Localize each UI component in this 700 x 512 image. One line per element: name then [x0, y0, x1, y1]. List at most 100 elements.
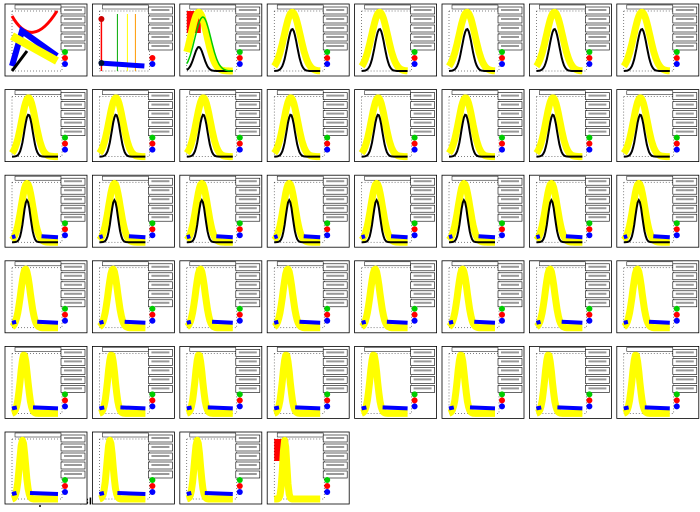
stats-line [501, 283, 519, 286]
legend-marker [324, 226, 331, 233]
legend-marker [236, 397, 243, 404]
stats-line [501, 27, 519, 29]
stats-line [238, 446, 257, 448]
panel [354, 3, 438, 77]
panel [266, 89, 350, 162]
legend-marker [149, 477, 156, 483]
stats-line [413, 27, 432, 29]
legend-marker [149, 489, 156, 495]
stats-line [64, 18, 82, 20]
stats-line [238, 387, 257, 390]
stats-line [675, 18, 694, 20]
legend-marker [324, 489, 331, 495]
stats-line [238, 45, 257, 47]
legend-marker [324, 61, 331, 67]
stats-line [326, 369, 345, 372]
legend-marker [149, 311, 156, 318]
stats-line [151, 369, 170, 372]
legend-marker [586, 391, 593, 398]
stats-line [326, 274, 345, 277]
stats-line [326, 198, 345, 201]
legend-marker [236, 226, 243, 233]
stats-line [501, 189, 519, 192]
stats-line [326, 292, 345, 295]
legend-marker [236, 477, 243, 483]
blue-band [361, 319, 408, 325]
title-box [14, 175, 62, 181]
legend-marker [499, 232, 505, 239]
stats-line [675, 189, 694, 192]
blue-band [186, 491, 233, 496]
stats-line [675, 27, 694, 29]
legend-marker [499, 311, 505, 318]
stats-line [413, 94, 432, 97]
legend-marker [62, 220, 68, 227]
stats-line [64, 360, 82, 363]
stats-line [151, 130, 170, 133]
stats-line [675, 94, 694, 97]
yellow-peak [184, 265, 236, 332]
yellow-peak [9, 351, 61, 417]
legend-marker [586, 403, 593, 410]
legend-marker [149, 305, 156, 312]
yellow-peak [446, 8, 498, 75]
stats-line [151, 292, 170, 295]
legend-marker [62, 311, 68, 318]
stats-line [413, 351, 432, 354]
stats-line [501, 45, 519, 47]
yellow-peak [9, 436, 61, 503]
stats-line [64, 437, 82, 439]
black-peak [536, 27, 583, 72]
stats-line [151, 455, 170, 457]
black-peak [536, 198, 583, 244]
black-peak [274, 27, 321, 72]
legend-marker [62, 483, 68, 489]
black-peak [536, 113, 583, 158]
legend-marker [236, 49, 243, 55]
stats-line [64, 103, 82, 106]
black-peak [12, 198, 58, 244]
black-peak [274, 113, 321, 158]
blue-band [98, 405, 146, 411]
legend-marker [62, 477, 68, 483]
panel [266, 3, 350, 77]
stats-line [501, 9, 519, 11]
legend-marker [62, 305, 68, 312]
legend-marker [586, 134, 593, 141]
stats-line [238, 18, 257, 20]
stats-line [238, 360, 257, 363]
stats-line [501, 121, 519, 124]
blue-band [535, 405, 583, 411]
blue-band [11, 234, 59, 240]
stats-line [151, 216, 170, 219]
stats-line [675, 130, 694, 133]
black-peak [186, 46, 233, 72]
stats-line [413, 274, 432, 277]
legend-marker [62, 146, 68, 153]
stats-line [588, 378, 607, 381]
black-peak [449, 198, 495, 244]
stats-line [326, 45, 345, 47]
legend-marker [236, 305, 243, 312]
legend-marker [149, 403, 156, 410]
plot-area [186, 96, 238, 157]
blue-band [448, 319, 496, 325]
title-box [451, 4, 499, 10]
title-box [14, 347, 62, 352]
plot-area [11, 96, 63, 157]
stats-line [675, 112, 694, 115]
panel [179, 3, 263, 77]
panel [92, 89, 175, 162]
stats-line [64, 265, 82, 268]
blue-band [273, 234, 321, 240]
panel [529, 174, 612, 248]
legend-marker [586, 305, 593, 312]
stats-line [675, 103, 694, 106]
stats-line [326, 103, 345, 106]
legend-marker [673, 403, 680, 410]
legend-marker [411, 134, 418, 141]
stats-line [64, 274, 82, 277]
black-peak [623, 113, 670, 158]
title-box [364, 175, 411, 181]
